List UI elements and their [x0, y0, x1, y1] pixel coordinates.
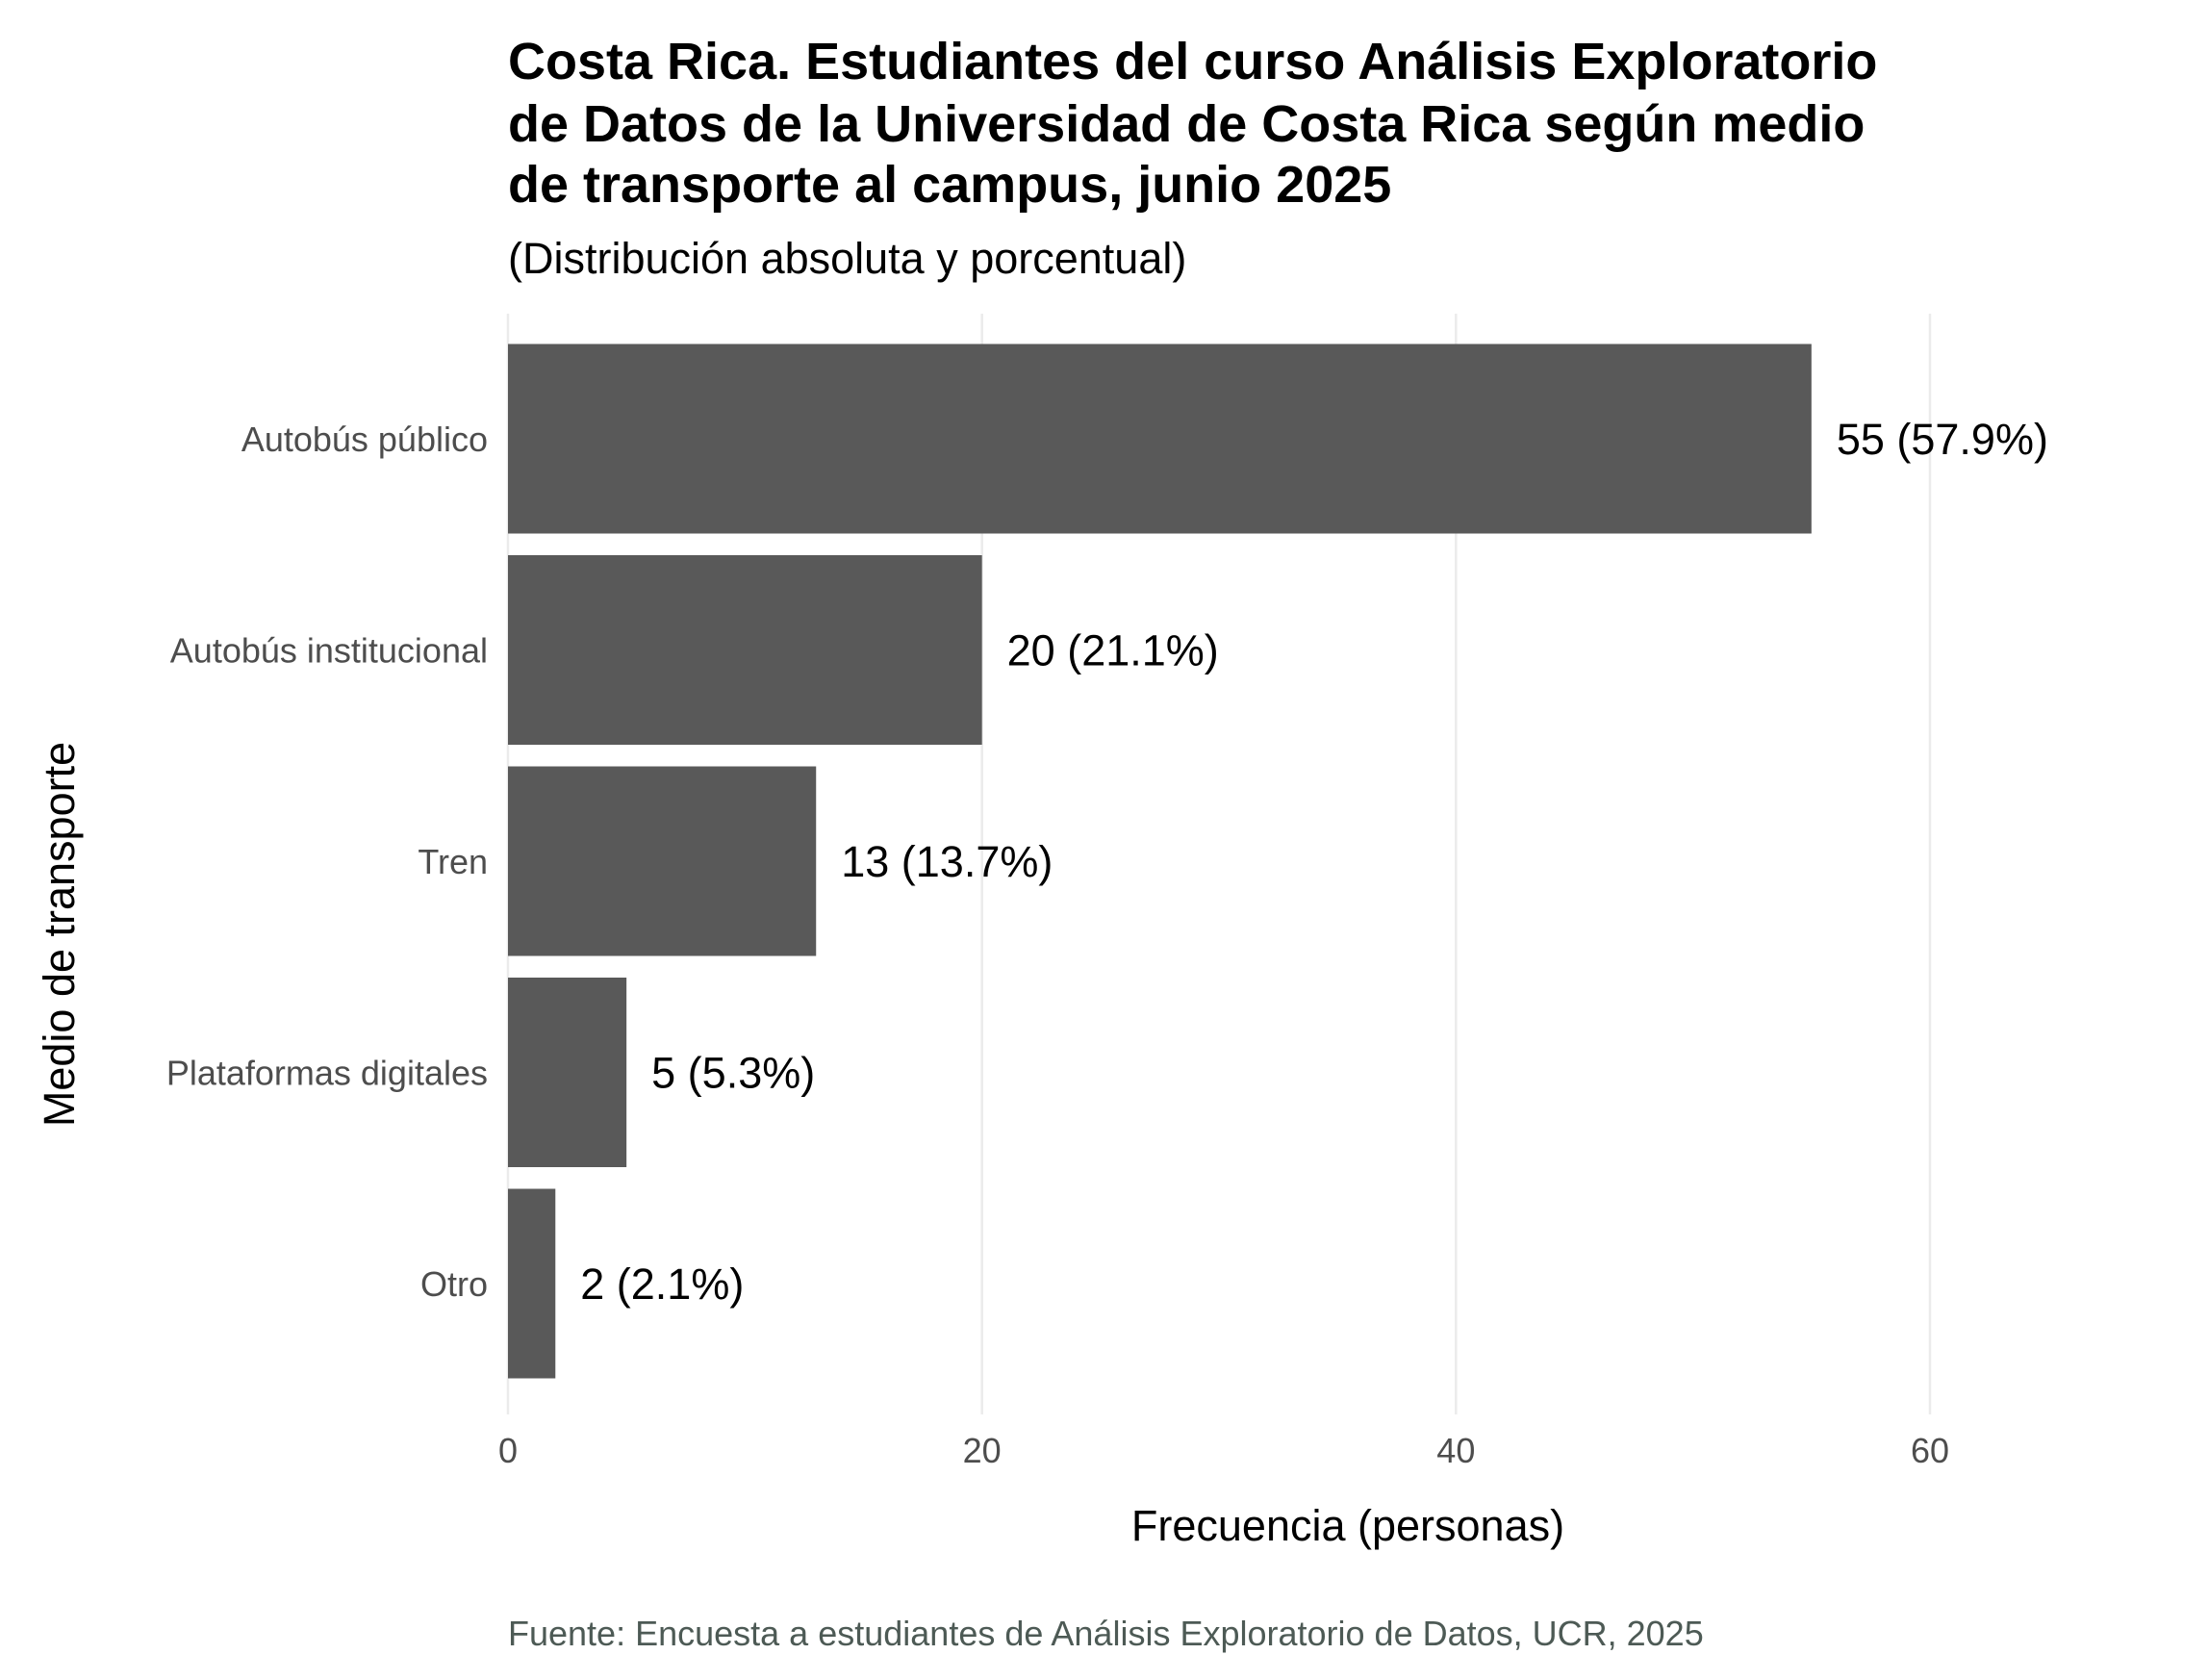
- y-category-label-autobus-publico: Autobús público: [241, 420, 488, 459]
- data-label-autobus-publico: 55 (57.9%): [1837, 415, 2048, 464]
- bars: [508, 344, 1812, 1379]
- data-labels: 55 (57.9%) 20 (21.1%) 13 (13.7%) 5 (5.3%) 2 …: [580, 415, 2048, 1309]
- y-category-label-otro: Otro: [420, 1264, 488, 1304]
- y-axis-category-labels: Autobús público Autobús institucional Tren…: [166, 420, 488, 1304]
- x-tick-label-60: 60: [1911, 1431, 1949, 1470]
- bar-plataformas-digitales: [508, 978, 627, 1167]
- x-tick-label-20: 20: [963, 1431, 1002, 1470]
- chart-caption-source: Fuente: Encuesta a estudiantes de Anális…: [508, 1614, 1704, 1653]
- y-category-label-plataformas-digitales: Plataformas digitales: [166, 1054, 488, 1093]
- x-axis-tick-labels: 0 20 40 60: [498, 1431, 1949, 1470]
- data-label-tren: 13 (13.7%): [841, 837, 1053, 886]
- bar-autobus-institucional: [508, 555, 982, 745]
- bar-otro: [508, 1188, 556, 1379]
- x-tick-label-0: 0: [498, 1431, 518, 1470]
- data-label-plataformas-digitales: 5 (5.3%): [651, 1049, 815, 1098]
- chart-title-line-3: de transporte al campus, junio 2025: [508, 156, 1391, 214]
- data-label-autobus-institucional: 20 (21.1%): [1007, 626, 1219, 675]
- chart-subtitle: (Distribución absoluta y porcentual): [508, 234, 1186, 283]
- x-axis-title: Frecuencia (personas): [1131, 1501, 1564, 1550]
- chart-title-line-1: Costa Rica. Estudiantes del curso Anális…: [508, 33, 1877, 90]
- chart-title-line-2: de Datos de la Universidad de Costa Rica…: [508, 95, 1865, 153]
- bar-autobus-publico: [508, 344, 1812, 534]
- bar-tren: [508, 766, 817, 956]
- x-tick-label-40: 40: [1436, 1431, 1475, 1470]
- y-axis-title: Medio de transporte: [35, 742, 84, 1127]
- y-category-label-autobus-institucional: Autobús institucional: [170, 631, 488, 671]
- y-category-label-tren: Tren: [418, 842, 488, 881]
- data-label-otro: 2 (2.1%): [580, 1260, 744, 1309]
